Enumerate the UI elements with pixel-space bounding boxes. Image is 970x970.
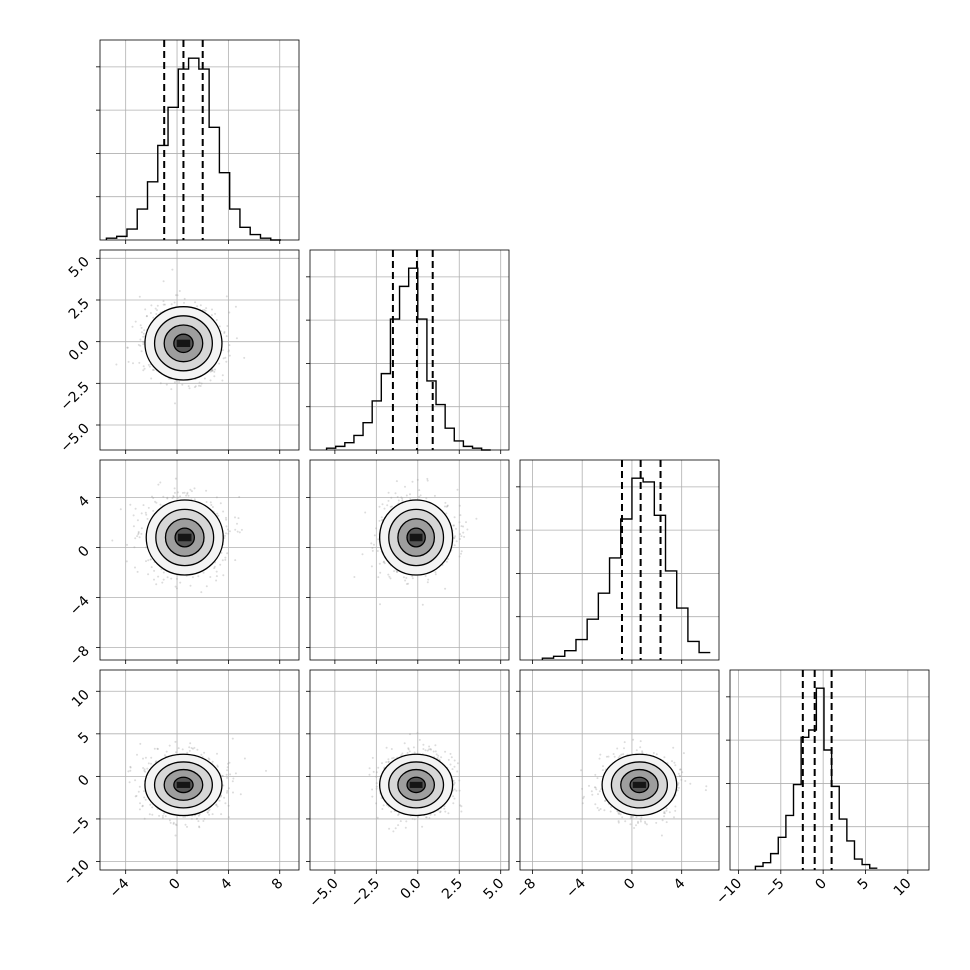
scatter-contour-panel-3-2	[516, 669, 720, 874]
y-tick-label: −5	[67, 814, 93, 840]
panel-frame	[99, 249, 300, 451]
x-tick-label: 5	[855, 876, 873, 894]
x-tick-label: −5.0	[306, 876, 341, 911]
y-tick-label: −4	[67, 593, 93, 619]
density-peak	[409, 781, 423, 788]
histogram-panel-3	[516, 459, 720, 664]
contour-2	[163, 324, 204, 363]
x-tick-label: 10	[891, 876, 915, 900]
contour-3	[610, 761, 669, 809]
x-tick-label: −2.5	[348, 876, 383, 911]
contour-4	[378, 753, 454, 817]
contour-1	[173, 776, 194, 794]
contour-1	[173, 333, 194, 354]
contour-4	[144, 306, 223, 381]
scatter-contour-panel-2-1	[306, 459, 510, 664]
contour-3	[388, 508, 445, 567]
contour-4	[144, 753, 223, 817]
contour-3	[155, 508, 215, 567]
contour-2	[164, 518, 205, 557]
x-tick-label: 0	[166, 876, 184, 894]
x-tick-label: 2.5	[439, 876, 466, 903]
histogram-frame	[519, 459, 720, 661]
y-tick-label: 4	[75, 493, 93, 511]
y-tick-label: 2.5	[66, 296, 93, 323]
x-tick-label: 0	[812, 876, 830, 894]
y-tick-label: 0	[75, 543, 93, 561]
panel-frame	[99, 669, 300, 871]
contour-1	[174, 527, 196, 548]
x-tick-label: 5.0	[480, 876, 507, 903]
contour-4	[145, 499, 224, 576]
histogram-panel-2	[306, 249, 510, 454]
histogram-step-line	[105, 57, 282, 241]
histogram-panel-1	[96, 39, 300, 244]
x-tick-label: −5	[762, 876, 788, 902]
x-tick-label: −10	[713, 876, 745, 908]
histogram-step-line	[325, 267, 491, 451]
density-peak	[632, 781, 646, 788]
x-tick-label: 8	[269, 876, 287, 894]
y-tick-label: 5.0	[66, 254, 93, 281]
x-tick-label: −4	[563, 875, 589, 901]
contour-3	[153, 761, 213, 809]
x-tick-label: 0.0	[398, 876, 425, 903]
contour-1	[406, 527, 426, 548]
panel-frame	[519, 669, 720, 871]
y-tick-label: −10	[61, 857, 93, 889]
y-tick-label: 0	[75, 772, 93, 790]
contour-2	[397, 518, 436, 557]
x-tick-label: −8	[513, 876, 539, 902]
panel-frame	[99, 459, 300, 661]
panel-frame	[309, 669, 510, 871]
contour-3	[153, 315, 213, 372]
contour-1	[629, 776, 650, 794]
x-tick-label: 4	[671, 875, 689, 893]
histogram-frame	[99, 39, 300, 241]
y-tick-label: 10	[69, 687, 93, 711]
density-peak	[176, 781, 191, 788]
contour-2	[620, 768, 659, 801]
scatter-contour-panel-3-1	[306, 669, 510, 874]
scatter-contour-panel-2-0	[96, 459, 300, 664]
contour-2	[163, 768, 204, 801]
histogram-frame	[729, 669, 930, 871]
y-tick-label: −2.5	[57, 379, 92, 414]
scatter-contour-panel-1-0	[96, 249, 300, 454]
x-tick-label: 4	[218, 875, 236, 893]
histogram-step-line	[754, 687, 878, 870]
histogram-panel-4	[726, 669, 930, 874]
contour-4	[378, 499, 454, 576]
density-peak	[409, 533, 423, 542]
y-tick-label: −5.0	[57, 421, 92, 456]
histogram-frame	[309, 249, 510, 451]
contour-2	[397, 768, 436, 801]
density-peak	[176, 339, 191, 347]
scatter-contour-panel-3-0	[96, 669, 300, 874]
contour-1	[406, 776, 426, 794]
y-tick-label: 0.0	[66, 337, 93, 364]
x-tick-label: −4	[107, 875, 133, 901]
x-tick-label: 0	[621, 876, 639, 894]
contour-4	[601, 753, 678, 817]
y-tick-label: 5	[75, 729, 93, 747]
density-peak	[177, 533, 192, 542]
contour-3	[388, 761, 445, 809]
y-tick-label: −8	[67, 643, 93, 669]
panel-frame	[309, 459, 510, 661]
histogram-step-line	[541, 477, 711, 660]
